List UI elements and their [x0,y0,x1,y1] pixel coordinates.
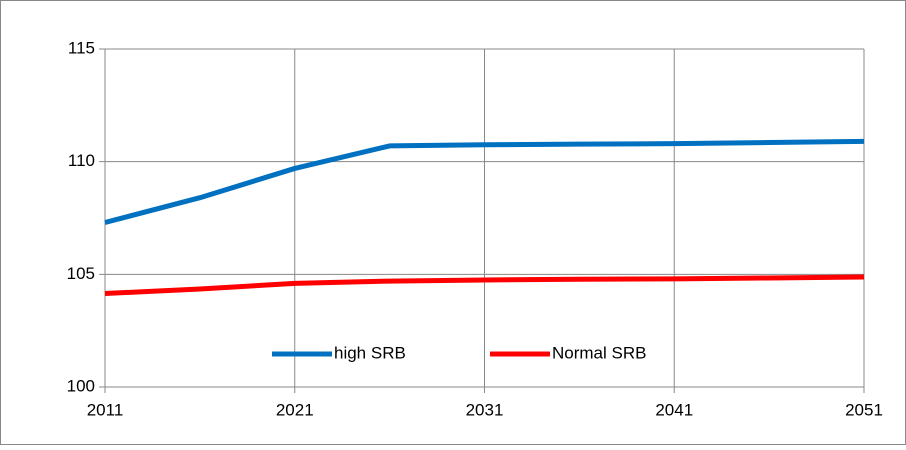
x-tick-label: 2051 [845,400,883,419]
line-series [104,274,865,296]
x-tick-label: 2021 [276,400,314,419]
y-tick-label: 105 [67,264,95,283]
line-series [104,138,865,225]
x-tick-label: 2041 [655,400,693,419]
legend-label: high SRB [334,343,406,362]
legend-label: Normal SRB [552,343,646,362]
x-tick-label: 2011 [87,400,124,419]
y-tick-label: 100 [67,376,95,395]
y-tick-label: 115 [68,38,95,57]
y-tick-label: 110 [68,151,95,170]
x-tick-label: 2031 [466,400,504,419]
